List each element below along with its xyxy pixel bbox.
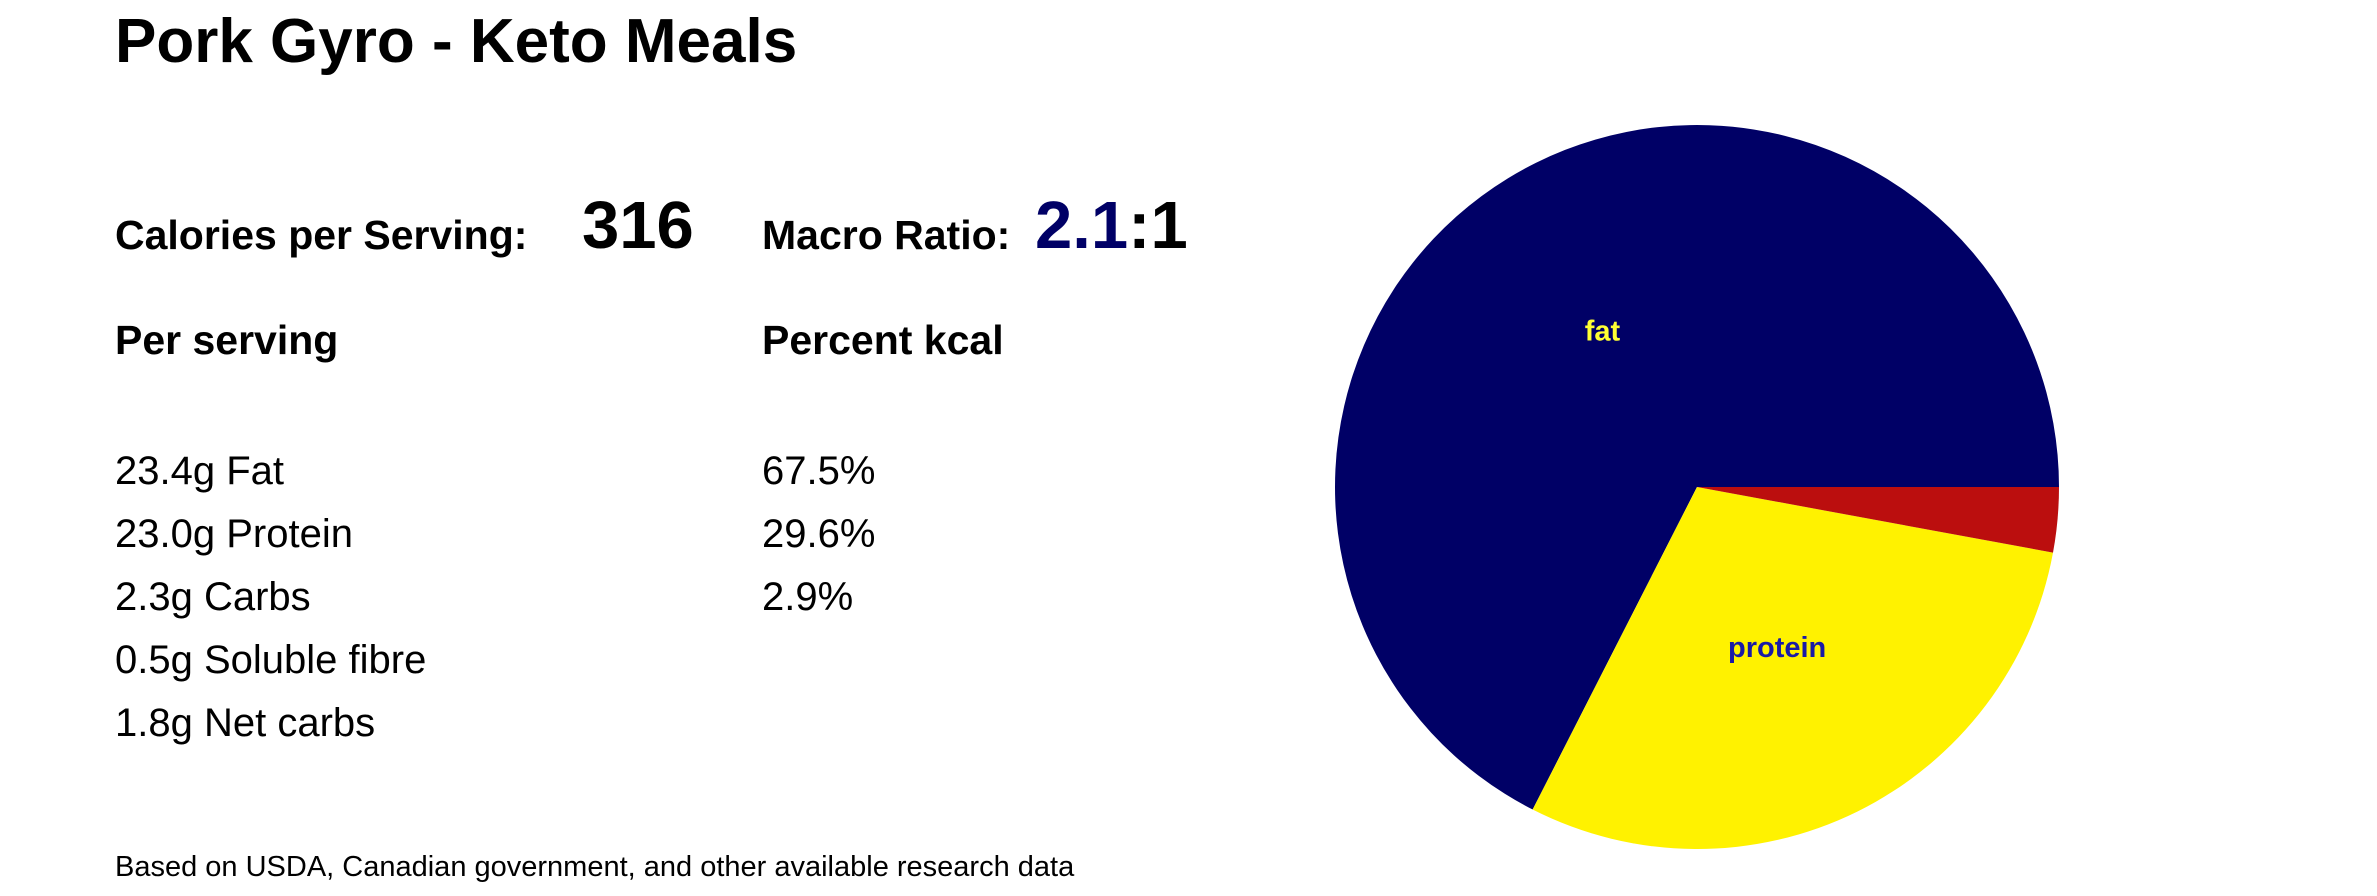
pie-slice-fat xyxy=(1335,125,2059,810)
pie-label-fat: fat xyxy=(1585,315,1621,347)
per-serving-item: 2.3g Carbs xyxy=(115,575,311,619)
calories-label: Calories per Serving: xyxy=(115,212,528,258)
pie-label-protein: protein xyxy=(1728,632,1826,664)
per-serving-item: 23.4g Fat xyxy=(115,449,285,493)
percent-kcal-list: 67.5% 29.6% 2.9% xyxy=(762,440,875,629)
macro-pie-chart: fat protein xyxy=(1335,125,2059,849)
page-title: Pork Gyro - Keto Meals xyxy=(115,7,798,76)
per-serving-list: 23.4g Fat 23.0g Protein 2.3g Carbs 0.5g … xyxy=(115,440,426,755)
percent-kcal-heading: Percent kcal xyxy=(762,317,1004,363)
per-serving-item: 1.8g Net carbs xyxy=(115,701,376,745)
per-serving-item: 0.5g Soluble fibre xyxy=(115,638,427,682)
percent-kcal-item: 2.9% xyxy=(762,575,854,619)
percent-kcal-item: 29.6% xyxy=(762,512,876,556)
macro-ratio-suffix: :1 xyxy=(1128,188,1188,263)
pie-slice-protein xyxy=(1532,487,2054,849)
per-serving-item: 23.0g Protein xyxy=(115,512,353,556)
macro-ratio-label: Macro Ratio: xyxy=(762,212,1011,258)
macro-ratio-number: 2.1 xyxy=(1035,188,1129,263)
pie-slice-carbs xyxy=(1697,487,2059,553)
source-footnote: Based on USDA, Canadian government, and … xyxy=(115,851,1075,883)
macro-ratio-value: 2.1:1 xyxy=(1035,188,1188,264)
percent-kcal-item: 67.5% xyxy=(762,449,876,493)
calories-value: 316 xyxy=(582,188,694,263)
per-serving-heading: Per serving xyxy=(115,317,339,363)
